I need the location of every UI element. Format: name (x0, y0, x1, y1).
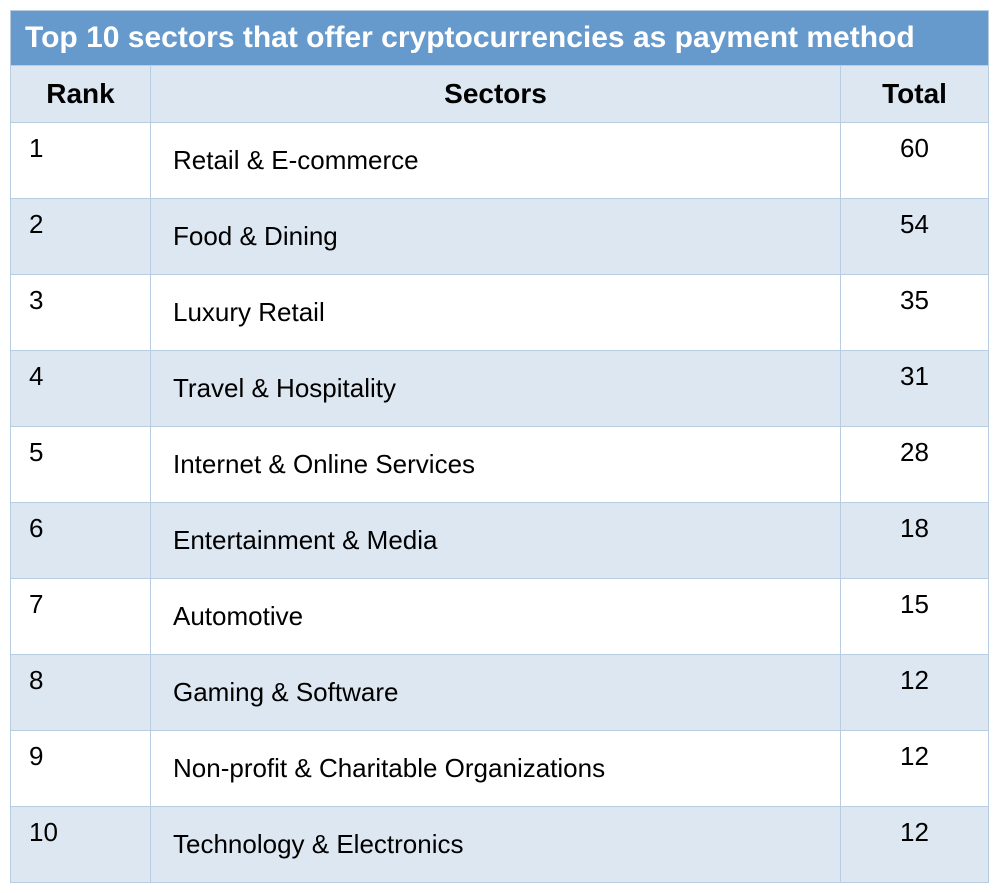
cell-total: 12 (841, 731, 989, 807)
cell-total: 35 (841, 275, 989, 351)
cell-total: 60 (841, 123, 989, 199)
cell-total: 18 (841, 503, 989, 579)
cell-sector: Food & Dining (151, 199, 841, 275)
cell-total: 12 (841, 807, 989, 883)
cell-rank: 10 (11, 807, 151, 883)
cell-sector: Gaming & Software (151, 655, 841, 731)
table-row: 7 Automotive 15 (11, 579, 989, 655)
table-row: 10 Technology & Electronics 12 (11, 807, 989, 883)
col-header-rank: Rank (11, 66, 151, 123)
cell-rank: 2 (11, 199, 151, 275)
cell-sector: Luxury Retail (151, 275, 841, 351)
table-row: 4 Travel & Hospitality 31 (11, 351, 989, 427)
cell-sector: Retail & E-commerce (151, 123, 841, 199)
cell-sector: Travel & Hospitality (151, 351, 841, 427)
cell-sector: Automotive (151, 579, 841, 655)
sectors-table: Top 10 sectors that offer cryptocurrenci… (10, 10, 989, 883)
cell-rank: 8 (11, 655, 151, 731)
cell-sector: Technology & Electronics (151, 807, 841, 883)
table-row: 5 Internet & Online Services 28 (11, 427, 989, 503)
cell-rank: 1 (11, 123, 151, 199)
cell-total: 31 (841, 351, 989, 427)
col-header-sector: Sectors (151, 66, 841, 123)
table-row: 3 Luxury Retail 35 (11, 275, 989, 351)
cell-total: 15 (841, 579, 989, 655)
cell-sector: Non-profit & Charitable Organizations (151, 731, 841, 807)
cell-rank: 6 (11, 503, 151, 579)
cell-sector: Entertainment & Media (151, 503, 841, 579)
cell-rank: 4 (11, 351, 151, 427)
table-row: 1 Retail & E-commerce 60 (11, 123, 989, 199)
cell-total: 54 (841, 199, 989, 275)
table-row: 9 Non-profit & Charitable Organizations … (11, 731, 989, 807)
table-row: 6 Entertainment & Media 18 (11, 503, 989, 579)
table-row: 2 Food & Dining 54 (11, 199, 989, 275)
cell-total: 28 (841, 427, 989, 503)
col-header-total: Total (841, 66, 989, 123)
cell-rank: 3 (11, 275, 151, 351)
cell-rank: 7 (11, 579, 151, 655)
cell-rank: 9 (11, 731, 151, 807)
cell-sector: Internet & Online Services (151, 427, 841, 503)
cell-rank: 5 (11, 427, 151, 503)
cell-total: 12 (841, 655, 989, 731)
table-title: Top 10 sectors that offer cryptocurrenci… (11, 11, 989, 66)
table-row: 8 Gaming & Software 12 (11, 655, 989, 731)
